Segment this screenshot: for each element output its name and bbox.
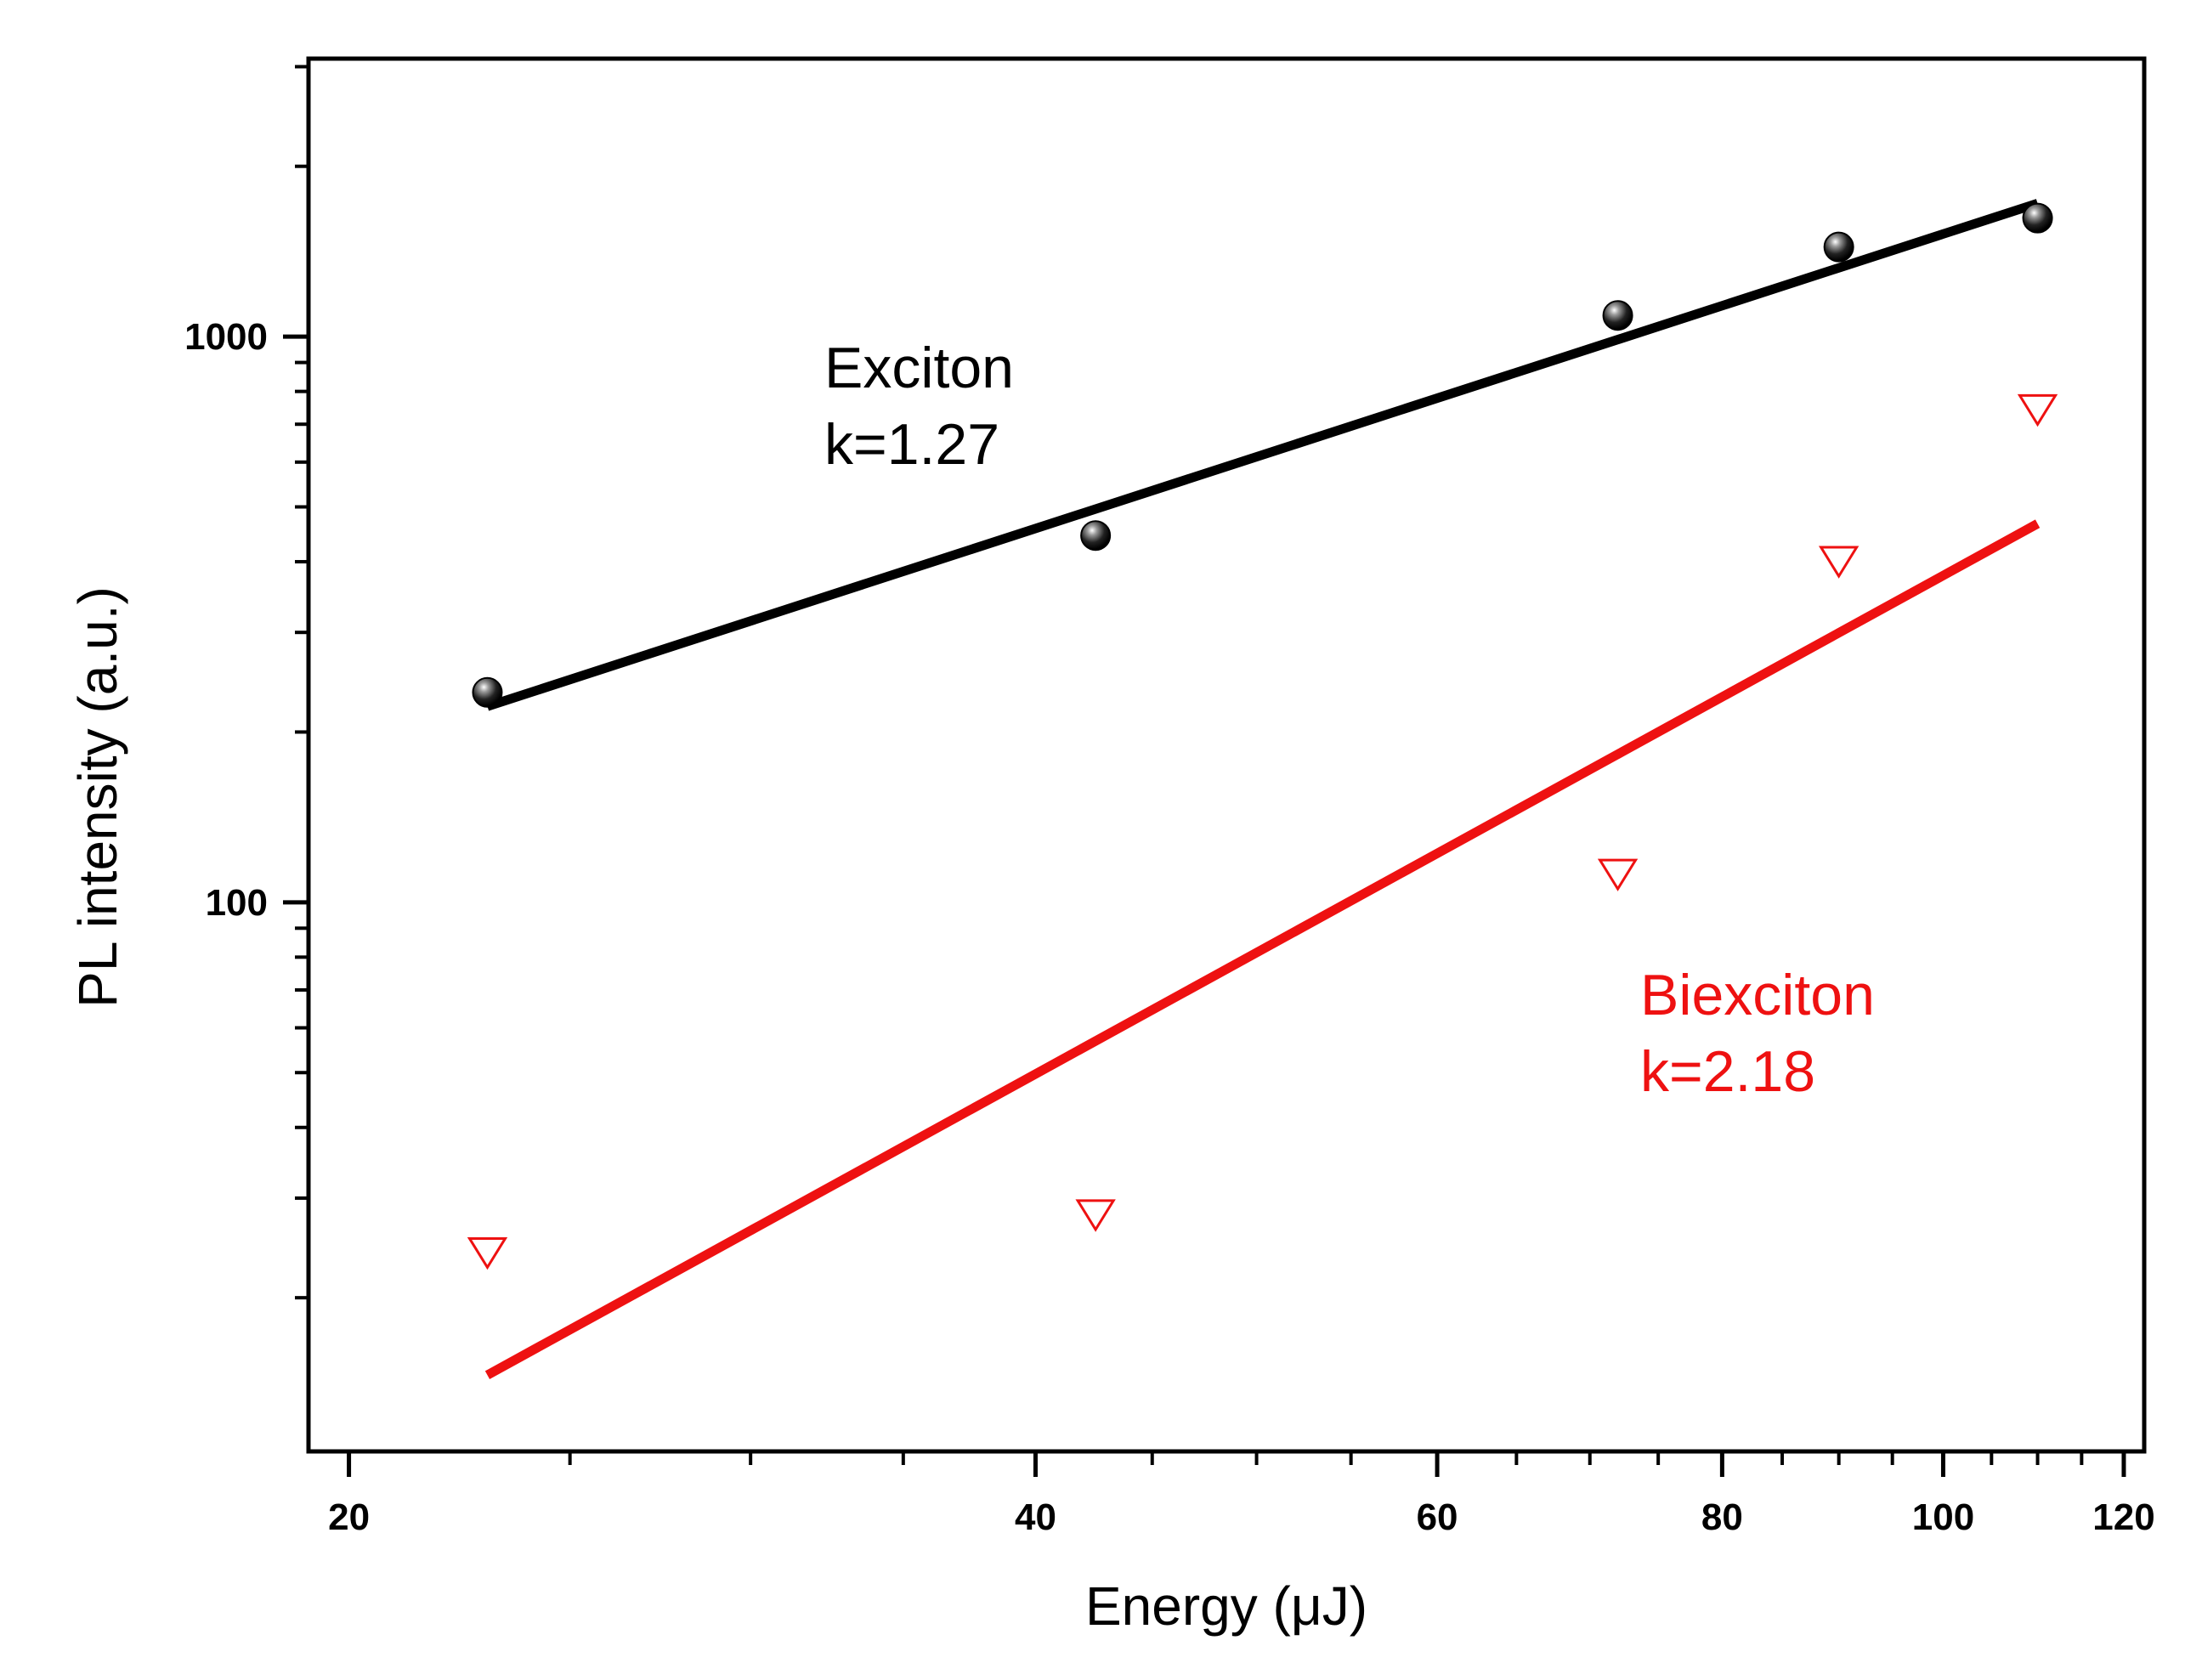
data-points (467, 202, 2058, 1270)
exciton-point (1602, 300, 1633, 331)
x-tick-label: 20 (328, 1496, 370, 1538)
x-axis-ticks: 20 40 60 80 100 120 (328, 1451, 2155, 1538)
exciton-point (472, 676, 503, 708)
biexciton-point (2017, 393, 2058, 427)
biexciton-point (467, 1236, 508, 1270)
fit-lines (484, 199, 2041, 1379)
exciton-annotation-k: k=1.27 (824, 412, 999, 477)
y-tick-label: 1000 (184, 316, 268, 358)
x-tick-label: 40 (1015, 1496, 1056, 1538)
exciton-point (1080, 520, 1112, 552)
y-axis-title: PL intensity (a.u.) (67, 586, 128, 1008)
x-tick-label: 100 (1912, 1496, 1974, 1538)
x-tick-label: 60 (1417, 1496, 1458, 1538)
x-tick-label: 80 (1701, 1496, 1743, 1538)
biexciton-fit-line (484, 519, 2041, 1379)
y-tick-label: 100 (206, 882, 268, 924)
exciton-point (1823, 231, 1854, 263)
biexciton-point (1818, 546, 1860, 579)
biexciton-point (1597, 858, 1639, 891)
exciton-annotation-name: Exciton (824, 336, 1014, 400)
y-axis-ticks: 100 1000 (184, 65, 309, 1300)
exciton-point (2022, 202, 2053, 234)
x-axis-title: Energy (μJ) (1085, 1575, 1367, 1637)
biexciton-point (1075, 1199, 1116, 1232)
plot-area-frame (306, 56, 2147, 1454)
x-tick-label: 120 (2092, 1496, 2154, 1538)
biexciton-annotation-name: Biexciton (1640, 963, 1875, 1027)
exciton-fit-line (485, 199, 2040, 711)
biexciton-annotation-k: k=2.18 (1640, 1039, 1815, 1104)
